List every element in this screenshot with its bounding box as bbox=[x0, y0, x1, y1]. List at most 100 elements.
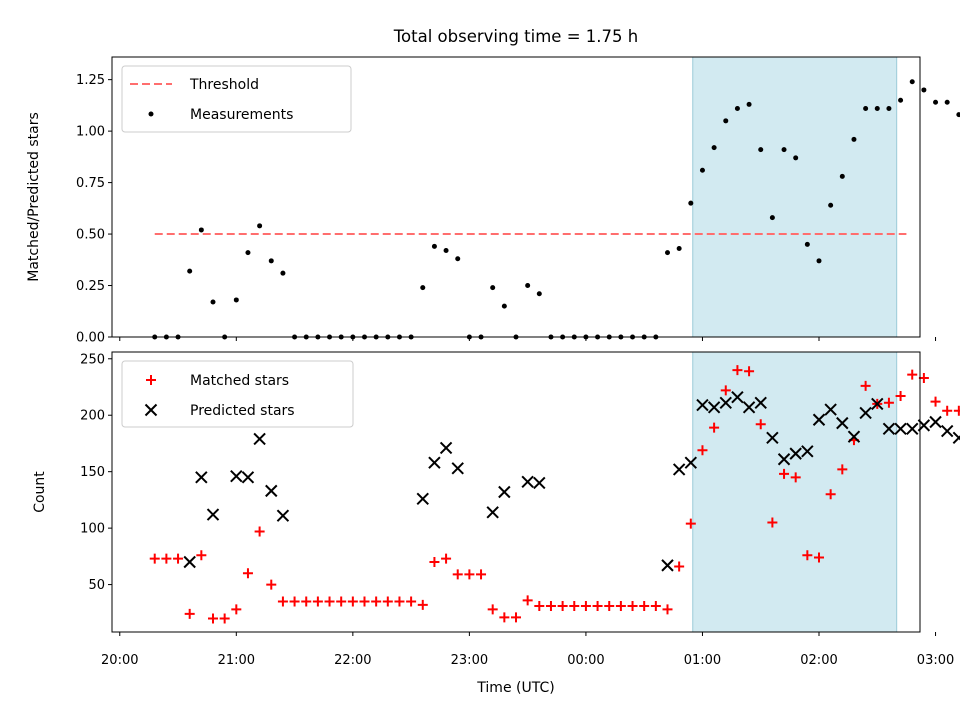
matched-star-point bbox=[371, 596, 382, 607]
predicted-star-point bbox=[929, 415, 942, 429]
bottom-y-tick-label: 200 bbox=[80, 409, 105, 424]
matched-star-point bbox=[231, 604, 242, 615]
measurement-point bbox=[210, 299, 216, 305]
predicted-star-point bbox=[789, 447, 802, 460]
matched-star-point bbox=[219, 613, 230, 624]
measurement-point bbox=[723, 118, 729, 124]
predicted-star-point bbox=[428, 456, 441, 469]
bottom-shaded-interval bbox=[692, 351, 898, 633]
matched-star-point bbox=[918, 372, 929, 383]
measurement-point bbox=[804, 241, 810, 247]
top-y-ticks: 0.00 0.25 0.50 0.75 1.00 1.25 bbox=[76, 73, 112, 346]
matched-star-point bbox=[324, 596, 335, 607]
matched-star-point bbox=[744, 366, 755, 377]
count-points bbox=[149, 365, 960, 624]
bottom-legend: Matched stars Predicted stars bbox=[121, 360, 354, 428]
top-panel: 0.00 0.25 0.50 0.75 1.00 1.25 Matched/Predict… bbox=[26, 56, 960, 346]
measurement-point bbox=[268, 258, 274, 264]
matched-star-point bbox=[650, 601, 661, 612]
matched-star-point bbox=[406, 596, 417, 607]
bottom-y-tick-label: 50 bbox=[88, 578, 105, 593]
predicted-star-point bbox=[847, 430, 861, 443]
measurement-point bbox=[198, 227, 204, 233]
predicted-star-point bbox=[894, 422, 907, 435]
measurement-point bbox=[909, 79, 915, 85]
top-y-tick-label: 1.25 bbox=[76, 73, 105, 88]
matched-star-point bbox=[196, 550, 207, 561]
matched-star-point bbox=[627, 601, 638, 612]
legend-plus-marker bbox=[146, 375, 156, 385]
matched-star-point bbox=[755, 419, 766, 430]
matched-star-point bbox=[522, 595, 533, 606]
matched-star-point bbox=[953, 405, 960, 416]
measurement-point bbox=[501, 303, 507, 309]
predicted-star-point bbox=[451, 462, 464, 475]
matched-star-point bbox=[685, 518, 696, 529]
x-tick-label: 23:00 bbox=[451, 653, 488, 668]
measurement-point bbox=[280, 270, 286, 276]
matched-star-point bbox=[697, 445, 708, 456]
top-axes-frame bbox=[111, 56, 921, 338]
matched-star-point bbox=[779, 468, 790, 479]
measurement-point bbox=[839, 173, 845, 179]
matched-star-point bbox=[662, 604, 673, 615]
matched-star-point bbox=[429, 557, 440, 567]
matched-star-point bbox=[382, 596, 393, 607]
bottom-y-tick-label: 150 bbox=[80, 465, 105, 480]
predicted-star-point bbox=[195, 471, 208, 484]
bottom-y-tick-label: 100 bbox=[80, 522, 105, 537]
top-y-tick-label: 1.00 bbox=[76, 125, 105, 140]
predicted-star-point bbox=[183, 555, 196, 569]
measurement-point bbox=[665, 250, 670, 256]
predicted-star-point bbox=[533, 476, 546, 490]
predicted-star-point bbox=[812, 413, 826, 426]
top-y-tick-label: 0.50 bbox=[76, 228, 105, 243]
predicted-star-point bbox=[940, 424, 954, 438]
x-tick-label: 00:00 bbox=[567, 653, 604, 668]
measurement-point bbox=[828, 202, 834, 208]
matched-star-point bbox=[359, 596, 370, 607]
matched-star-point bbox=[720, 385, 731, 396]
top-shaded-interval bbox=[692, 56, 898, 338]
top-legend: Threshold Measurements bbox=[121, 65, 352, 133]
top-y-tick-label: 0.25 bbox=[76, 279, 105, 294]
matched-star-point bbox=[883, 397, 894, 408]
measurement-point bbox=[851, 136, 857, 142]
measurement-point bbox=[863, 105, 869, 111]
matched-star-point bbox=[208, 613, 218, 624]
bottom-x-ticks: 20:00 21:00 22:00 23:00 00:00 01:00 02:00 03:00 bbox=[101, 632, 954, 668]
top-y-tick-label: 0.75 bbox=[76, 176, 105, 191]
legend-cross-marker bbox=[144, 403, 158, 417]
matched-star-point bbox=[837, 464, 848, 475]
measurement-point bbox=[816, 258, 822, 264]
measurement-point bbox=[933, 99, 939, 105]
predicted-star-point bbox=[801, 445, 814, 458]
predicted-star-point bbox=[661, 559, 674, 572]
predicted-star-point bbox=[439, 441, 453, 455]
matched-star-point bbox=[417, 599, 428, 610]
matched-star-point bbox=[604, 601, 615, 612]
matched-star-point bbox=[254, 526, 265, 537]
predicted-star-point bbox=[707, 401, 721, 414]
matched-star-point bbox=[242, 568, 253, 579]
predicted-star-point bbox=[882, 422, 896, 435]
predicted-star-point bbox=[871, 397, 884, 411]
matched-star-point bbox=[312, 596, 323, 607]
predicted-star-point bbox=[276, 509, 290, 522]
measurement-point bbox=[525, 283, 531, 289]
x-tick-label: 02:00 bbox=[800, 653, 837, 668]
matched-star-point bbox=[301, 596, 312, 607]
measurement-point bbox=[688, 200, 694, 206]
x-tick-label: 22:00 bbox=[334, 653, 371, 668]
measurement-point bbox=[245, 250, 251, 256]
x-axis-label: Time (UTC) bbox=[476, 680, 554, 696]
matched-star-point bbox=[499, 612, 510, 623]
measurement-point bbox=[769, 215, 775, 221]
matched-star-point bbox=[895, 391, 906, 402]
legend-predicted-swatch bbox=[144, 403, 158, 417]
matched-star-point bbox=[790, 472, 801, 483]
predicted-star-point bbox=[696, 398, 709, 412]
predicted-star-point bbox=[672, 463, 686, 476]
x-tick-label: 21:00 bbox=[218, 653, 255, 668]
